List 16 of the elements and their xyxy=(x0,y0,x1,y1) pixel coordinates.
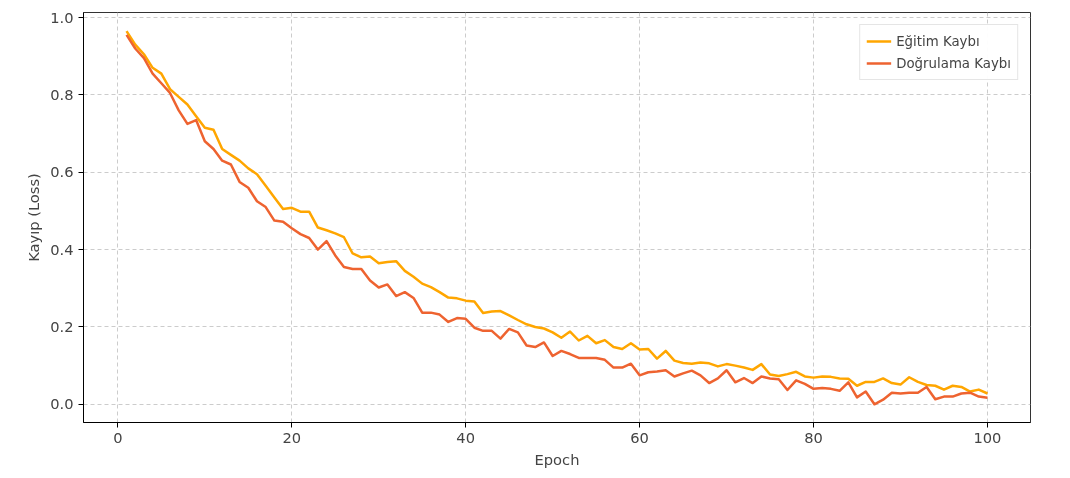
y-tick-label: 1.0 xyxy=(50,8,74,26)
y-tick-label: 0.8 xyxy=(50,85,74,103)
y-tick-label: 0.0 xyxy=(50,395,74,413)
legend-label: Eğitim Kaybı xyxy=(896,33,980,49)
x-tick-label: 20 xyxy=(282,428,302,446)
y-axis-title: Kayıp (Loss) xyxy=(25,173,43,262)
x-tick-label: 0 xyxy=(113,428,123,446)
x-tick-label: 60 xyxy=(630,428,649,446)
y-tick-label: 0.6 xyxy=(50,163,74,181)
x-tick-label: 100 xyxy=(973,428,1002,446)
legend-label: Doğrulama Kaybı xyxy=(896,55,1011,71)
x-tick-label: 80 xyxy=(804,428,823,446)
x-axis-title: Epoch xyxy=(534,450,580,468)
y-tick-label: 0.4 xyxy=(50,240,74,258)
x-tick-label: 40 xyxy=(456,428,476,446)
y-tick-label: 0.2 xyxy=(50,317,74,335)
